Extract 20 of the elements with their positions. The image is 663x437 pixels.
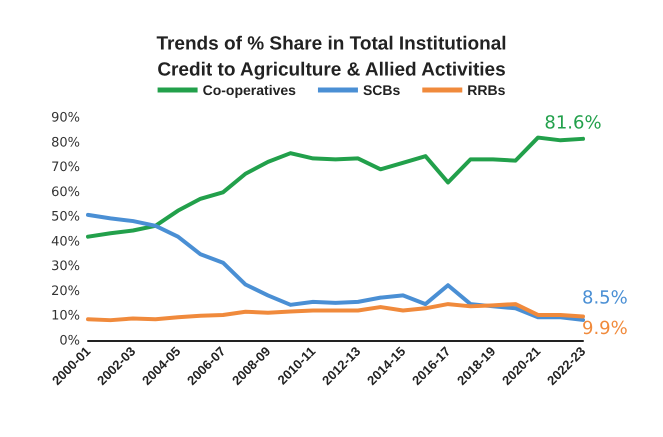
y-tick-label: 90% xyxy=(51,110,80,126)
y-tick-label: 50% xyxy=(51,210,80,225)
y-tick-label: 20% xyxy=(51,284,80,299)
chart-title: Trends of % Share in Total Institutional Credit to Agriculture & Allied Activities xyxy=(156,34,507,80)
y-tick-label: 60% xyxy=(51,184,80,200)
line-series xyxy=(86,136,585,239)
y-tick-label: 40% xyxy=(51,234,80,250)
y-tick-label: 70% xyxy=(51,160,80,176)
line-series xyxy=(86,302,585,322)
data-label: 81.6% xyxy=(544,112,602,134)
data-label: 9.9% xyxy=(582,318,628,339)
line-series xyxy=(86,212,585,322)
y-tick-label: 30% xyxy=(51,259,80,274)
y-tick-label: 10% xyxy=(51,308,80,324)
y-tick-label: 80% xyxy=(51,135,80,150)
y-tick-label: 0% xyxy=(59,334,80,348)
legend-label: Co-operatives xyxy=(202,82,296,98)
legend-label: RRBs xyxy=(467,82,506,98)
data-label: 8.5% xyxy=(582,287,628,308)
legend-label: SCBs xyxy=(362,82,401,98)
